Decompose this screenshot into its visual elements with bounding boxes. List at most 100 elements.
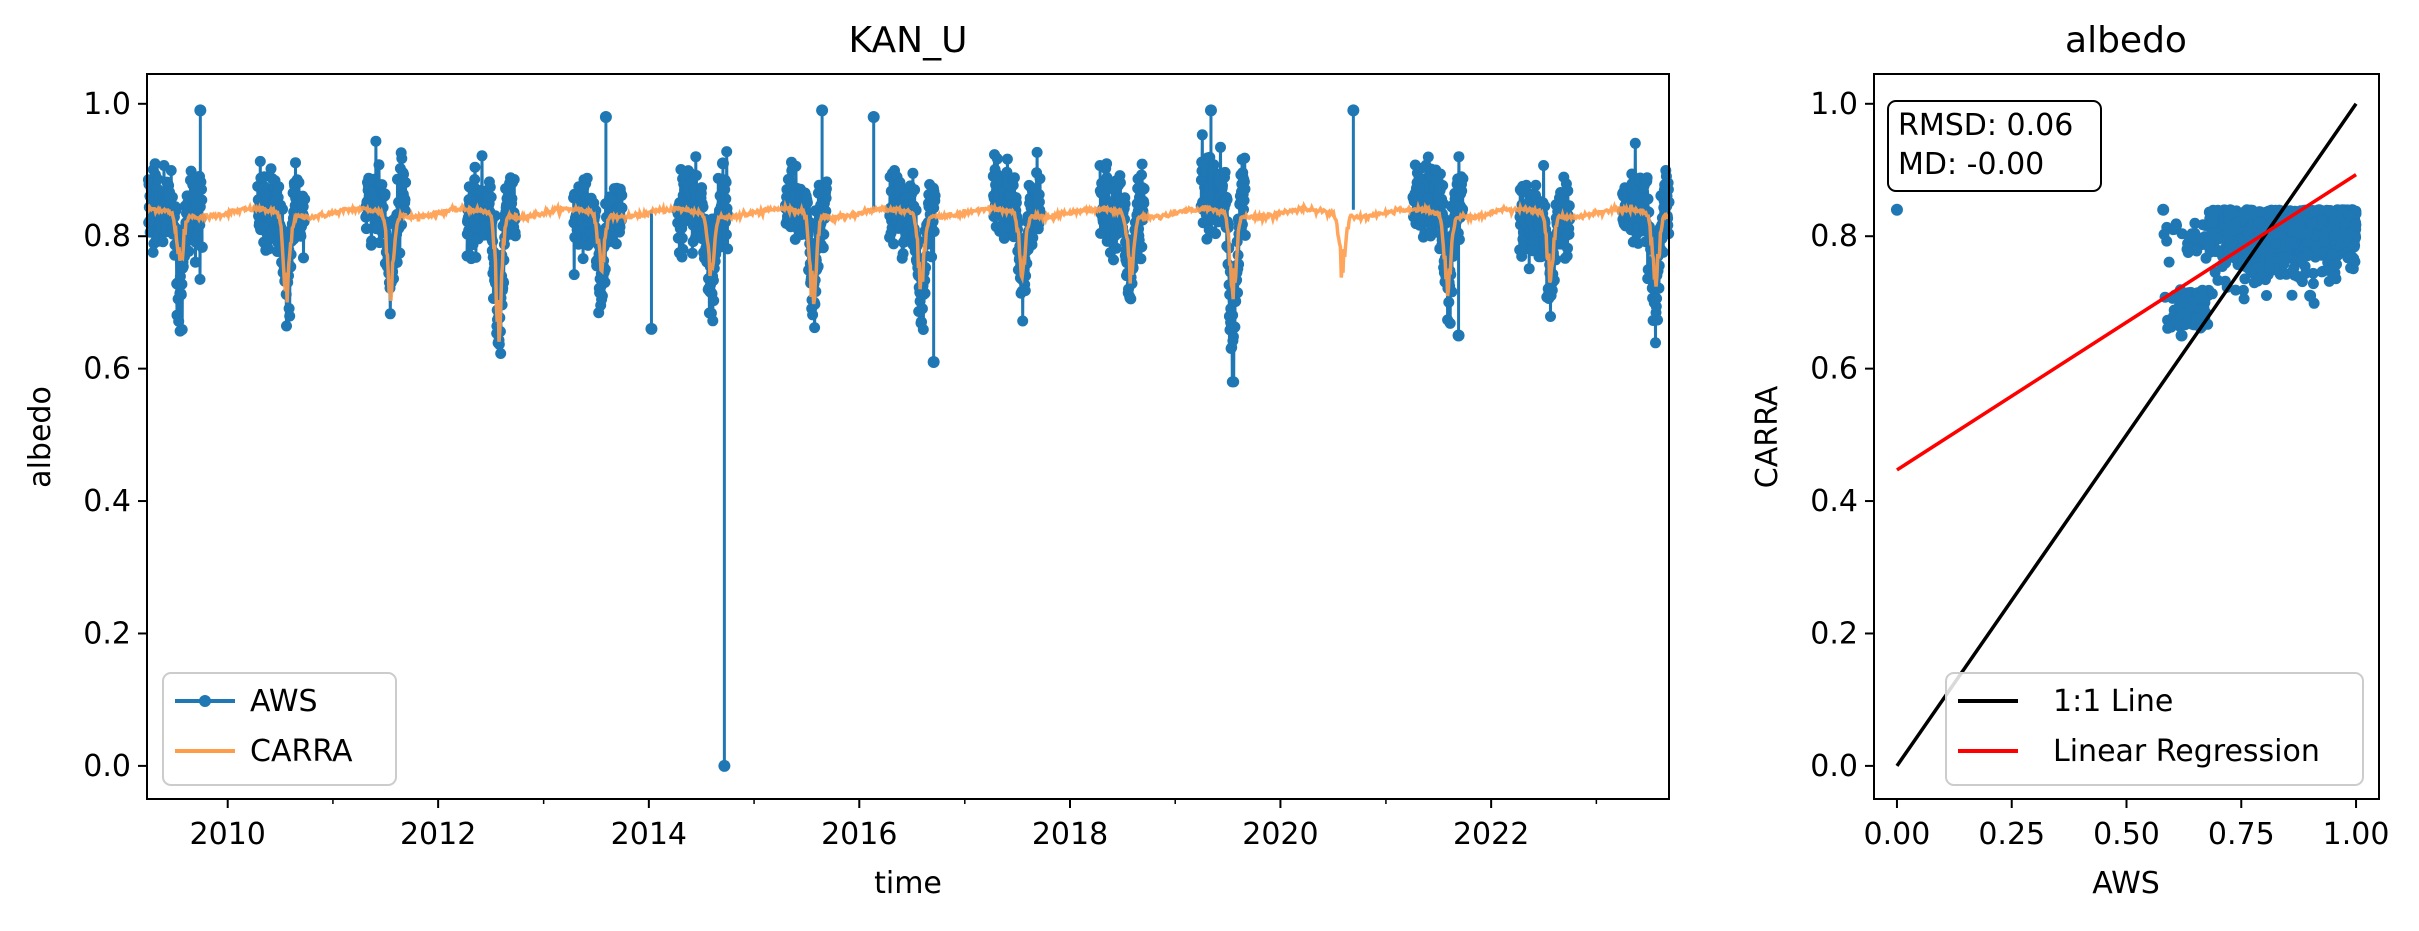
scatter-point	[2295, 273, 2307, 285]
aws-point	[166, 191, 178, 203]
x-tick-label: 0.00	[1864, 817, 1931, 852]
aws-point	[1546, 284, 1558, 296]
aws-point	[284, 310, 296, 322]
aws-point	[1629, 137, 1641, 149]
aws-point	[1434, 168, 1446, 180]
aws-point	[147, 246, 159, 258]
aws-point	[485, 191, 497, 203]
scatter-point	[2238, 293, 2250, 305]
aws-point	[708, 295, 720, 307]
aws-point	[1651, 293, 1663, 304]
aws-point	[470, 251, 482, 263]
scatter-point	[2286, 289, 2298, 301]
x-tick-label: 2014	[611, 817, 687, 852]
scatter-point	[2350, 219, 2362, 231]
aws-point	[165, 165, 177, 176]
aws-point	[398, 168, 409, 180]
aws-point	[616, 189, 628, 201]
aws-point	[1033, 196, 1045, 208]
scatter-point	[2329, 219, 2341, 231]
aws-point	[1641, 172, 1653, 184]
scatter-point	[2313, 204, 2325, 216]
aws-point	[1626, 168, 1638, 180]
aws-point	[720, 229, 732, 241]
aws-point	[1538, 160, 1550, 171]
scatter-point	[2175, 329, 2188, 342]
aws-outlier-point	[927, 356, 940, 369]
aws-point	[721, 146, 733, 158]
scatter-point	[2326, 209, 2338, 221]
timeseries-plot-area	[142, 104, 1675, 772]
aws-point	[1008, 172, 1020, 184]
aws-point	[273, 181, 285, 193]
aws-point	[400, 177, 412, 188]
aws-point	[1210, 228, 1222, 240]
scatter-plot-area	[1890, 102, 2362, 767]
aws-point	[1217, 180, 1228, 192]
legend-carra-label: CARRA	[250, 734, 353, 769]
aws-point	[1440, 217, 1452, 229]
scatter-point	[2225, 238, 2237, 250]
scatter-point	[2286, 237, 2297, 249]
x-tick-label: 0.25	[1978, 817, 2045, 852]
timeseries-title: KAN_U	[849, 20, 968, 61]
aws-point	[1562, 185, 1574, 197]
y-tick-label: 0.4	[83, 484, 131, 519]
aws-point	[807, 309, 819, 321]
scatter-y-label: CARRA	[1750, 385, 1785, 488]
aws-point	[370, 135, 382, 147]
scatter-point	[2186, 299, 2198, 311]
aws-point	[1561, 250, 1573, 262]
scatter-point	[2191, 312, 2203, 324]
aws-point	[1138, 197, 1150, 209]
scatter-point	[2309, 240, 2321, 252]
aws-point	[1101, 158, 1113, 170]
aws-point	[484, 181, 496, 193]
scatter-point	[2158, 228, 2170, 240]
aws-outlier-point	[816, 104, 829, 117]
aws-point	[277, 203, 288, 215]
aws-point	[1136, 169, 1147, 181]
aws-point	[817, 242, 829, 254]
aws-point	[281, 320, 292, 332]
aws-point	[185, 165, 197, 177]
aws-point	[1563, 228, 1575, 240]
y-tick-label: 0.4	[1810, 484, 1858, 519]
scatter-point	[2331, 258, 2342, 270]
aws-point	[991, 153, 1003, 165]
y-tick-label: 0.2	[1810, 616, 1858, 651]
aws-point	[1456, 185, 1468, 197]
scatter-point	[2225, 208, 2237, 219]
aws-point	[577, 253, 589, 265]
scatter-point	[2273, 253, 2285, 264]
aws-point	[707, 315, 719, 327]
scatter-point	[2307, 218, 2318, 229]
aws-point	[707, 274, 719, 286]
y-tick-label: 0.6	[1810, 352, 1858, 387]
scatter-point	[2179, 309, 2191, 321]
aws-point	[1010, 197, 1022, 209]
y-tick-label: 0.0	[1810, 749, 1858, 784]
y-tick-label: 0.0	[83, 749, 131, 784]
aws-point	[1239, 152, 1251, 164]
aws-point	[263, 243, 275, 255]
timeseries-x-axis: 2010 2012 2014 2016 2018 2020 2022	[190, 799, 1598, 852]
aws-point	[1652, 314, 1663, 326]
aws-point	[581, 172, 593, 184]
aws-outlier-point	[599, 111, 612, 124]
y-tick-label: 0.2	[83, 616, 131, 651]
aws-point	[1138, 183, 1150, 195]
aws-point	[295, 230, 307, 242]
aws-point	[1444, 317, 1456, 329]
aws-point	[909, 184, 921, 196]
aws-point	[152, 173, 164, 185]
aws-point	[568, 269, 580, 281]
scatter-point	[2182, 247, 2194, 258]
scatter-point	[2157, 203, 2170, 216]
aws-point	[1027, 232, 1039, 244]
aws-point	[686, 247, 698, 259]
aws-point	[373, 159, 385, 171]
stats-md: MD: -0.00	[1898, 147, 2044, 182]
aws-point	[1523, 263, 1535, 275]
aws-outlier-point	[867, 111, 880, 124]
